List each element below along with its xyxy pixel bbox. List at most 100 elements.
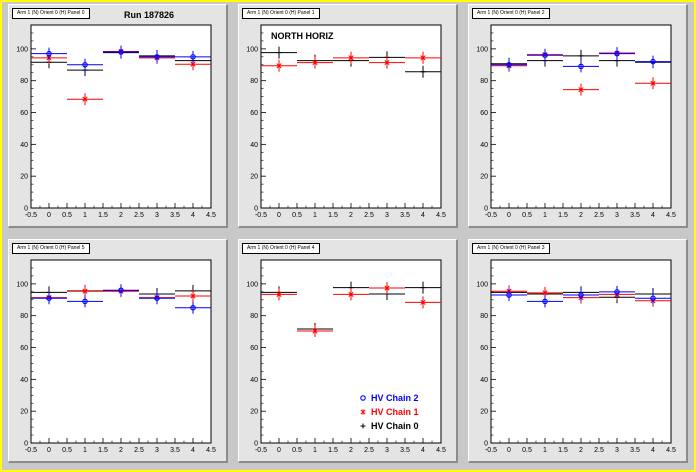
data-point — [154, 295, 160, 301]
y-tick-label: 40 — [480, 142, 488, 149]
x-tick-label: 2 — [579, 212, 583, 219]
plot-title: Arm 1 (N) Orient 0 (H) Panel 3 — [472, 243, 550, 254]
y-tick-label: 100 — [16, 281, 28, 288]
pad-panel-0: Arm 1 (N) Orient 0 (H) Panel 0 -0.5 0 0.5 1… — [8, 4, 228, 228]
series-hv-chain-2 — [491, 285, 671, 308]
series-hv-chain-2 — [31, 284, 211, 314]
legend-label: HV Chain 2 — [371, 393, 419, 403]
x-tick-label: 1 — [543, 447, 547, 454]
x-tick-label: 0 — [47, 212, 51, 219]
x-tick-label: -0.5 — [485, 447, 497, 454]
x-tick-label: 3 — [155, 212, 159, 219]
data-point — [420, 299, 426, 305]
x-tick-label: 0.5 — [292, 212, 302, 219]
plot-title: Arm 1 (N) Orient 0 (H) Panel 4 — [242, 243, 320, 254]
plot-title: Arm 1 (N) Orient 0 (H) Panel 2 — [472, 8, 550, 19]
x-tick-label: 4.5 — [206, 212, 216, 219]
y-tick-label: 20 — [480, 409, 488, 416]
data-point — [276, 291, 282, 298]
plot-title: Arm 1 (N) Orient 0 (H) Panel 5 — [12, 243, 90, 254]
y-tick-label: 0 — [24, 441, 28, 448]
x-tick-label: 2 — [579, 447, 583, 454]
x-tick-label: 0.5 — [62, 212, 72, 219]
x-tick-label: 1.5 — [328, 212, 338, 219]
series-hv-chain-1 — [261, 51, 441, 72]
x-tick-label: 2.5 — [134, 212, 144, 219]
data-point — [578, 292, 584, 298]
x-tick-label: 1.5 — [328, 447, 338, 454]
y-tick-label: 100 — [16, 46, 28, 53]
x-tick-label: 1 — [313, 212, 317, 219]
pad-panel-4: Arm 1 (N) Orient 0 (H) Panel 4 -0.5 0 0.5 1… — [238, 239, 458, 463]
plot-svg: -0.5 0 0.5 1 1.5 2 2.5 3 3.5 4 4.5020406080100NORT… — [246, 24, 446, 219]
data-point — [190, 54, 196, 60]
x-tick-label: 1 — [83, 447, 87, 454]
x-tick-label: -0.5 — [25, 212, 37, 219]
y-tick-label: 40 — [480, 377, 488, 384]
x-tick-label: 2 — [349, 212, 353, 219]
y-tick-label: 40 — [20, 142, 28, 149]
x-tick-label: 3 — [615, 212, 619, 219]
data-point — [348, 55, 354, 61]
x-tick-label: -0.5 — [255, 447, 267, 454]
x-tick-label: 4 — [421, 212, 425, 219]
pad-panel-5: Arm 1 (N) Orient 0 (H) Panel 5 -0.5 0 0.5 1… — [8, 239, 228, 463]
y-tick-label: 0 — [254, 206, 258, 213]
x-tick-label: 2.5 — [594, 447, 604, 454]
y-tick-label: 20 — [20, 174, 28, 181]
data-point — [578, 87, 584, 93]
data-point — [82, 298, 88, 305]
x-tick-label: -0.5 — [255, 212, 267, 219]
x-tick-label: 1.5 — [558, 212, 568, 219]
plot-svg: -0.5 0 0.5 1 1.5 2 2.5 3 3.5 4 4.5020406080100Run … — [16, 10, 216, 219]
x-tick-label: 3 — [615, 447, 619, 454]
x-tick-label: 4.5 — [666, 212, 676, 219]
x-tick-label: 0 — [47, 447, 51, 454]
x-tick-label: 0 — [507, 447, 511, 454]
legend-marker — [360, 423, 366, 429]
x-tick-label: 0.5 — [62, 447, 72, 454]
x-tick-label: 2 — [119, 447, 123, 454]
data-point — [542, 298, 548, 305]
series-hv-chain-1 — [261, 282, 441, 338]
data-point — [384, 285, 390, 291]
x-tick-label: 4.5 — [436, 447, 446, 454]
y-tick-label: 60 — [480, 345, 488, 352]
x-tick-label: 3.5 — [630, 447, 640, 454]
legend-label: HV Chain 0 — [371, 421, 419, 431]
data-point — [542, 290, 548, 296]
y-tick-label: 80 — [250, 313, 258, 320]
series-hv-chain-2 — [31, 46, 211, 71]
data-point — [650, 295, 656, 301]
x-tick-label: 3 — [385, 212, 389, 219]
pad-panel-3: Arm 1 (N) Orient 0 (H) Panel 3 -0.5 0 0.5 1… — [468, 239, 688, 463]
y-tick-label: 60 — [480, 110, 488, 117]
detector-label: NORTH HORIZ — [271, 31, 334, 41]
data-point — [614, 289, 620, 295]
x-tick-label: 3.5 — [170, 447, 180, 454]
data-point — [578, 63, 584, 70]
x-tick-label: 0.5 — [292, 447, 302, 454]
pad-panel-2: Arm 1 (N) Orient 0 (H) Panel 2 -0.5 0 0.5 1… — [468, 4, 688, 228]
data-point — [420, 285, 426, 291]
data-point — [312, 328, 318, 334]
x-tick-label: 0.5 — [522, 212, 532, 219]
data-point — [420, 55, 426, 61]
data-point — [82, 288, 88, 294]
x-tick-label: 4 — [421, 447, 425, 454]
plot-title: Arm 1 (N) Orient 0 (H) Panel 1 — [242, 8, 320, 19]
x-tick-label: 1.5 — [558, 447, 568, 454]
data-point — [312, 60, 318, 66]
data-point — [82, 96, 88, 102]
x-tick-label: 0 — [277, 212, 281, 219]
x-tick-label: 3.5 — [400, 212, 410, 219]
data-point — [650, 58, 656, 65]
data-point — [650, 80, 656, 86]
x-tick-label: 4 — [191, 212, 195, 219]
x-tick-label: -0.5 — [485, 212, 497, 219]
y-tick-label: 20 — [480, 174, 488, 181]
x-tick-label: 4.5 — [206, 447, 216, 454]
x-tick-label: 2.5 — [594, 212, 604, 219]
